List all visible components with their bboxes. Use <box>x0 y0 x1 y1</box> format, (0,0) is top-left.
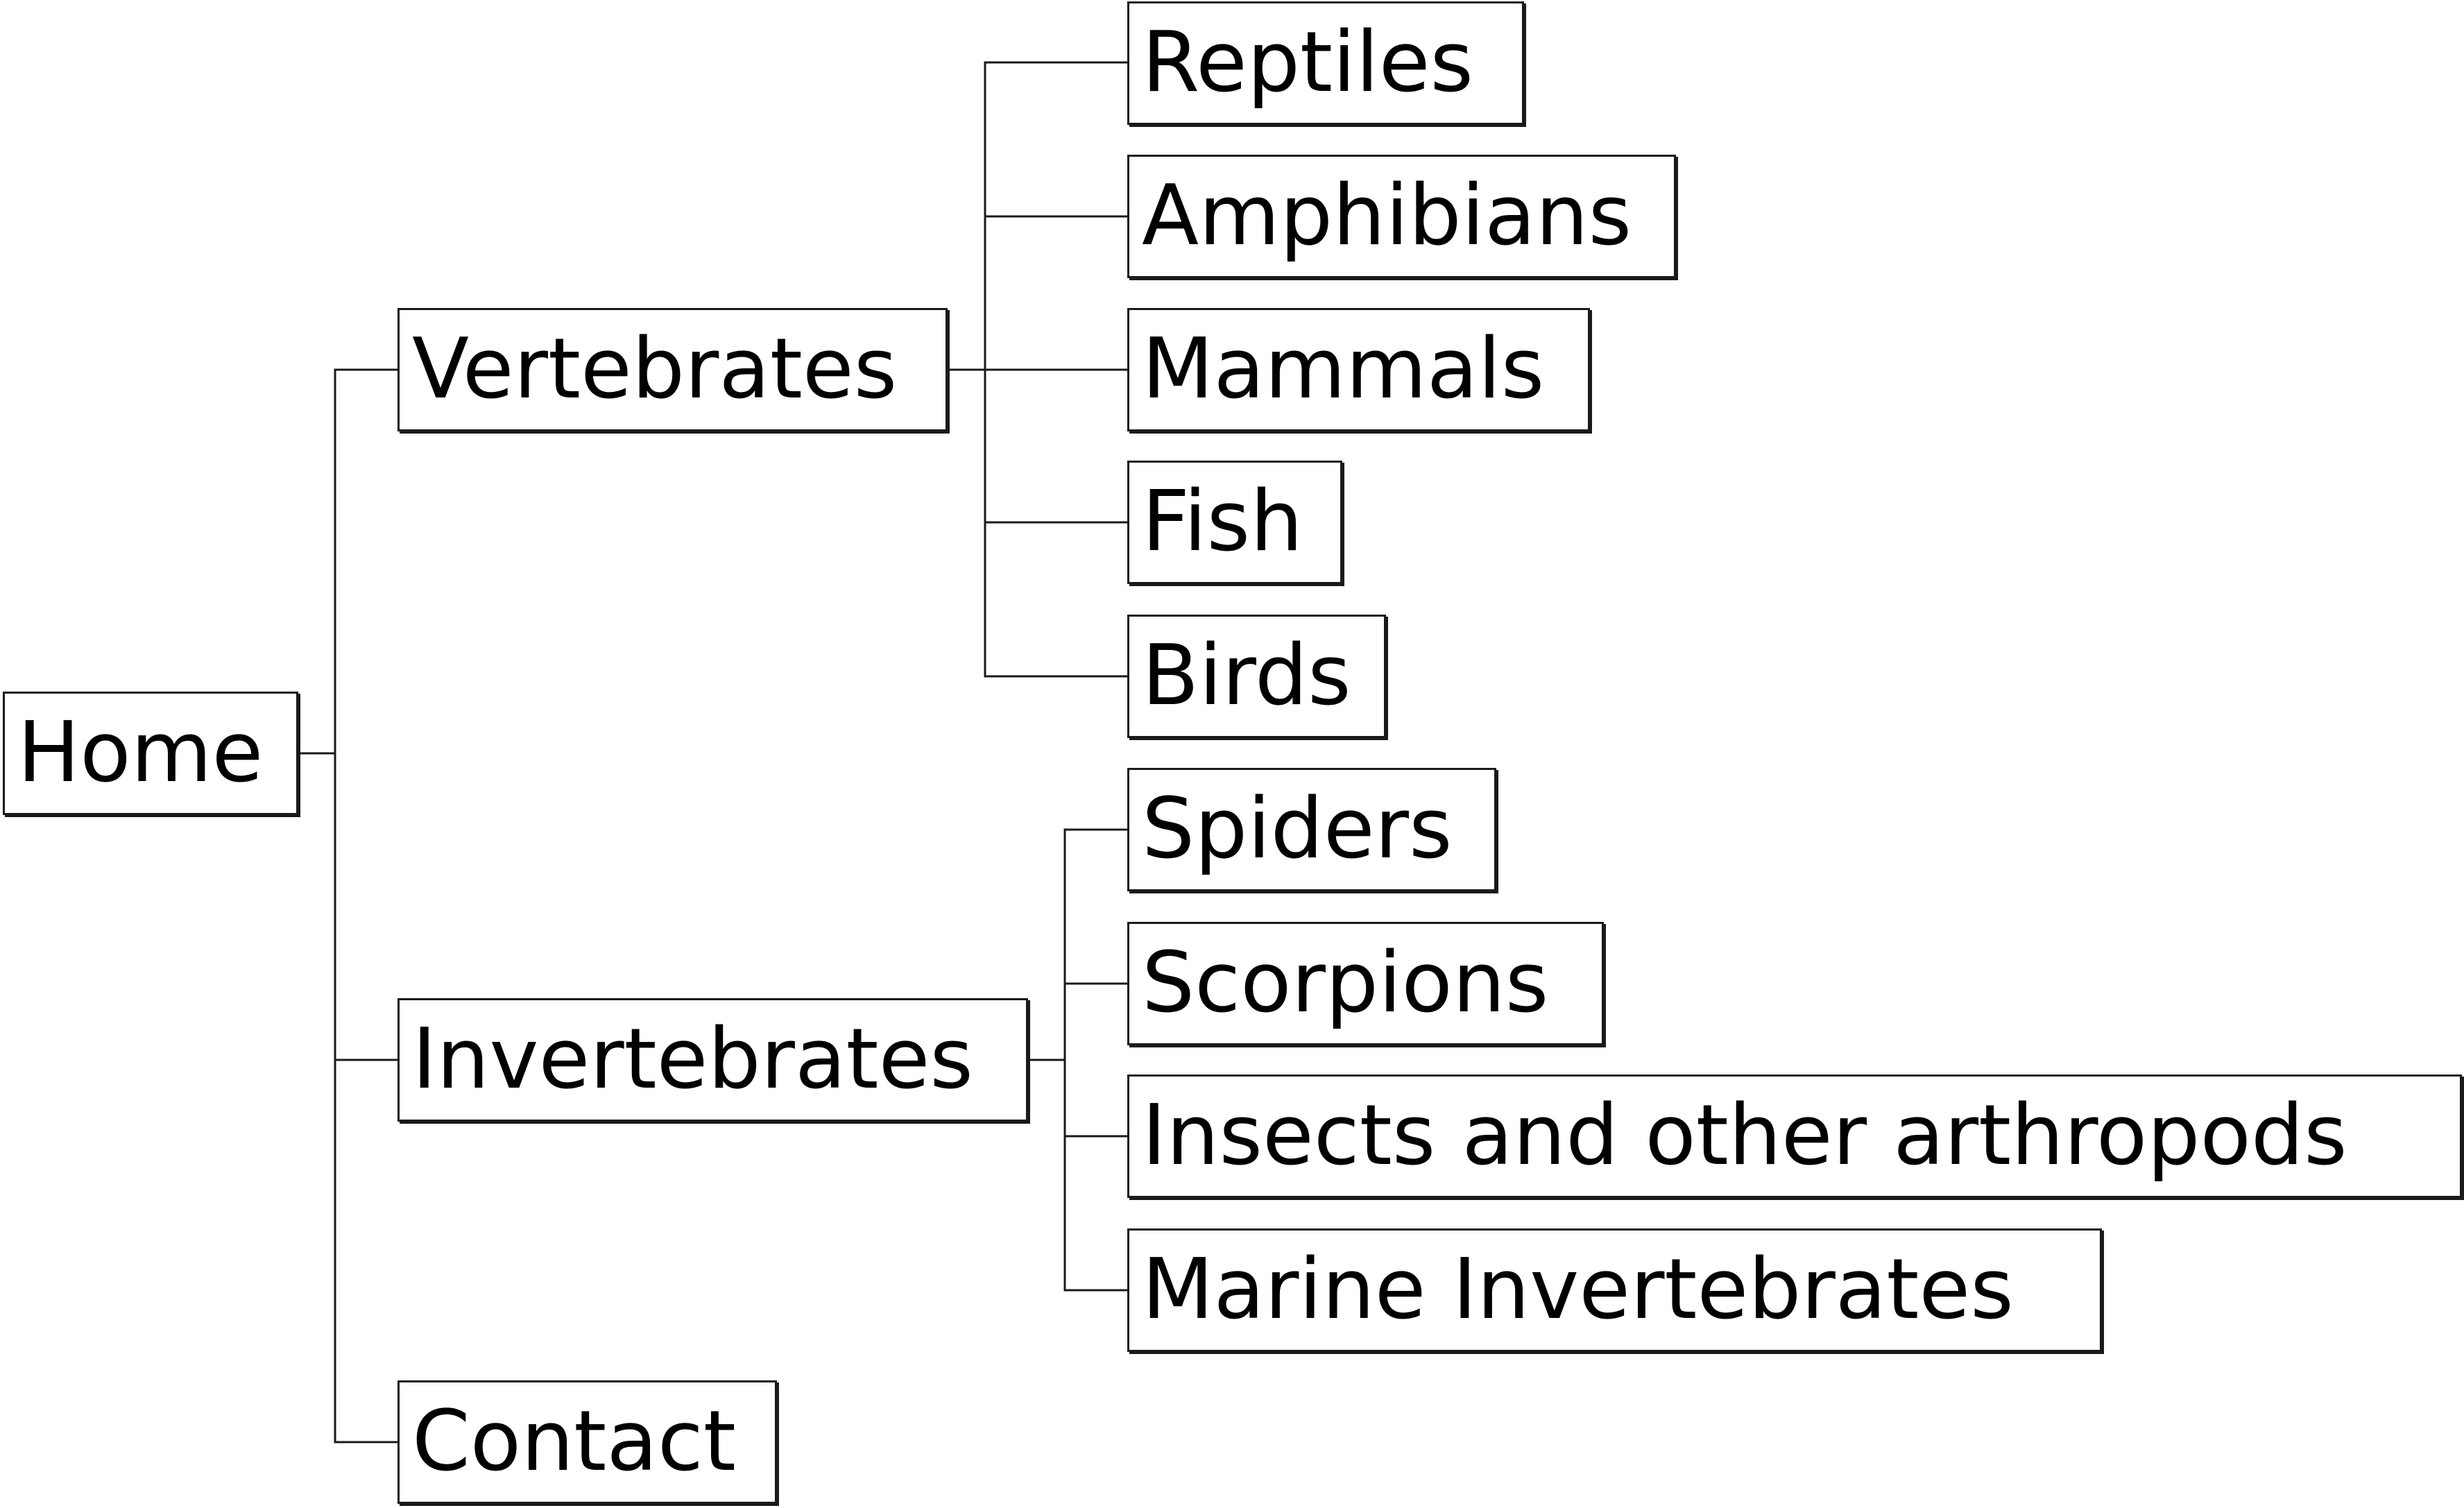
node-vertebrates-label: Vertebrates <box>412 321 898 418</box>
node-birds-label: Birds <box>1142 628 1351 724</box>
node-spiders-label: Spiders <box>1142 781 1453 877</box>
node-vertebrates[interactable]: Vertebrates <box>397 308 948 431</box>
node-invertebrates-label: Invertebrates <box>412 1011 973 1108</box>
node-contact-label: Contact <box>412 1394 736 1490</box>
node-fish-label: Fish <box>1142 474 1303 570</box>
node-fish[interactable]: Fish <box>1127 461 1342 584</box>
node-contact[interactable]: Contact <box>397 1380 777 1504</box>
node-invertebrates[interactable]: Invertebrates <box>397 998 1028 1122</box>
node-marine-invertebrates[interactable]: Marine Invertebrates <box>1127 1228 2102 1352</box>
node-home-label: Home <box>17 705 264 801</box>
node-reptiles[interactable]: Reptiles <box>1127 1 1524 125</box>
node-insects-and-other-arthropods-label: Insects and other arthropods <box>1142 1088 2347 1184</box>
node-mammals-label: Mammals <box>1142 321 1545 418</box>
node-insects-and-other-arthropods[interactable]: Insects and other arthropods <box>1127 1074 2462 1198</box>
node-mammals[interactable]: Mammals <box>1127 308 1590 431</box>
node-amphibians-label: Amphibians <box>1142 168 1632 264</box>
node-reptiles-label: Reptiles <box>1142 15 1474 111</box>
node-scorpions-label: Scorpions <box>1142 935 1549 1031</box>
node-birds[interactable]: Birds <box>1127 615 1386 738</box>
node-spiders[interactable]: Spiders <box>1127 768 1496 891</box>
node-scorpions[interactable]: Scorpions <box>1127 922 1604 1045</box>
node-home[interactable]: Home <box>3 692 298 815</box>
node-amphibians[interactable]: Amphibians <box>1127 155 1676 278</box>
node-marine-invertebrates-label: Marine Invertebrates <box>1142 1242 2014 1338</box>
